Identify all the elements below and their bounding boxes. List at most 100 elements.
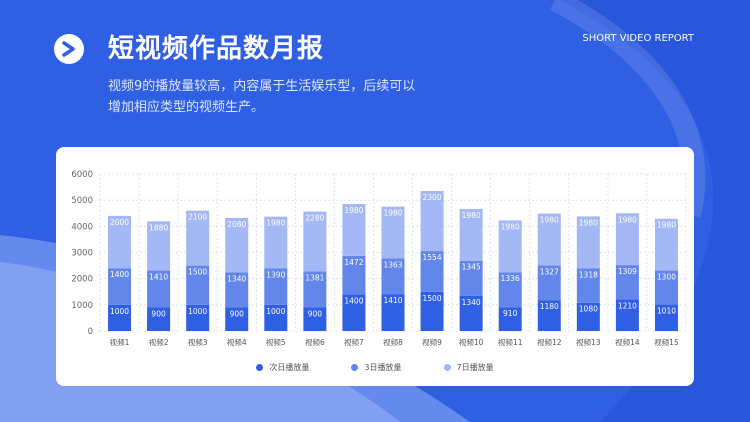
- data-label: 2100: [188, 213, 207, 222]
- bar-segment: [186, 304, 210, 331]
- data-label: 1410: [149, 273, 168, 282]
- bar-segment: [576, 302, 600, 331]
- x-tick-label: 视频7: [344, 337, 364, 347]
- bar-segment: [420, 251, 444, 292]
- data-label: 1500: [188, 268, 207, 277]
- x-tick-label: 视频4: [227, 337, 247, 347]
- data-label: 1000: [110, 307, 129, 316]
- report-subtitle: SHORT VIDEO REPORT: [582, 33, 694, 44]
- data-label: 1340: [462, 298, 481, 307]
- y-tick-label: 3000: [71, 249, 93, 259]
- legend-label: 7日播放量: [456, 362, 494, 372]
- bar-segment: [108, 215, 132, 269]
- bar-segment: [420, 291, 444, 331]
- legend-swatch: [443, 363, 451, 371]
- data-label: 1363: [383, 260, 402, 269]
- bar-segment: [303, 271, 327, 308]
- legend-swatch: [351, 363, 359, 371]
- data-label: 910: [503, 309, 518, 318]
- bar-segment: [654, 218, 678, 271]
- bar-segment: [108, 268, 132, 305]
- data-label: 1210: [618, 301, 637, 310]
- legend-item: 7日播放量: [443, 362, 494, 373]
- x-tick-label: 视频2: [149, 337, 169, 347]
- bar-segment: [537, 265, 561, 301]
- data-label: 900: [308, 309, 323, 318]
- bar-segment: [147, 307, 171, 331]
- data-label: 1554: [423, 253, 442, 262]
- bar-segment: [342, 255, 366, 295]
- bar-segment: [459, 260, 483, 296]
- x-tick-label: 视频15: [654, 337, 679, 347]
- x-tick-label: 视频12: [537, 337, 562, 347]
- page-title: 短视频作品数月报: [108, 34, 325, 64]
- data-label: 900: [151, 309, 166, 318]
- bar-segment: [615, 299, 639, 331]
- data-label: 1309: [618, 267, 637, 276]
- legend-item: 3日播放量: [351, 362, 402, 373]
- data-label: 1340: [227, 274, 246, 283]
- data-label: 1300: [657, 273, 676, 282]
- bar-segment: [498, 272, 522, 308]
- bar-segment: [108, 304, 132, 331]
- legend-label: 3日播放量: [364, 362, 402, 372]
- bar-segment: [420, 190, 444, 252]
- x-tick-label: 视频13: [576, 337, 601, 347]
- bar-segment: [576, 216, 600, 269]
- x-tick-label: 视频10: [459, 337, 484, 347]
- bar-segment: [264, 268, 288, 305]
- description-line-2: 增加相应类型的视频生产。: [108, 100, 265, 115]
- play-arrow-icon: [54, 34, 84, 64]
- data-label: 2080: [227, 220, 246, 229]
- y-tick-label: 1000: [71, 301, 93, 311]
- data-label: 1980: [501, 222, 520, 231]
- stacked-bar-chart: 0 1000 2000 3000 4000 5000 6000 1000 1400 2000 视频1…: [71, 170, 687, 347]
- y-tick-label: 2000: [71, 275, 93, 285]
- data-label: 1336: [501, 274, 520, 283]
- x-tick-label: 视频3: [188, 337, 208, 347]
- data-label: 1410: [383, 296, 402, 305]
- bar-segment: [303, 307, 327, 331]
- chart-card: 0 1000 2000 3000 4000 5000 6000 1000 1400 2000 视频1…: [56, 147, 694, 386]
- legend-item: 次日播放量: [256, 362, 309, 373]
- data-label: 1381: [305, 273, 324, 282]
- bar-segment: [537, 300, 561, 331]
- description: 视频9的播放量较高，内容属于生活娱乐型，后续可以 增加相应类型的视频生产。: [108, 76, 438, 118]
- bar-segment: [459, 295, 483, 331]
- y-tick-label: 6000: [71, 170, 93, 180]
- data-label: 1980: [579, 218, 598, 227]
- data-label: 1980: [266, 219, 285, 228]
- chart-legend: 次日播放量 3日播放量 7日播放量: [56, 359, 694, 375]
- data-label: 1980: [462, 211, 481, 220]
- bar-segment: [459, 208, 483, 261]
- x-tick-label: 视频8: [383, 337, 403, 347]
- data-label: 1980: [540, 216, 559, 225]
- data-label: 1327: [540, 267, 559, 276]
- bar-segment: [615, 265, 639, 300]
- data-label: 1390: [266, 270, 285, 279]
- bar-segment: [225, 272, 249, 308]
- data-label: 1180: [540, 302, 559, 311]
- bar-segment: [147, 270, 171, 308]
- data-label: 1500: [423, 294, 442, 303]
- bar-segment: [576, 268, 600, 303]
- x-tick-label: 视频6: [305, 337, 325, 347]
- data-label: 1980: [344, 206, 363, 215]
- bar-segment: [615, 213, 639, 266]
- bar-segment: [186, 265, 210, 305]
- bar-segment: [225, 307, 249, 331]
- data-label: 1318: [579, 270, 598, 279]
- bar-segment: [264, 216, 288, 269]
- data-label: 1400: [344, 296, 363, 305]
- bar-segment: [498, 220, 522, 273]
- bar-segment: [537, 213, 561, 266]
- y-tick-label: 0: [88, 327, 93, 337]
- bar-segment: [654, 304, 678, 331]
- data-label: 1980: [383, 209, 402, 218]
- bar-segment: [186, 210, 210, 266]
- bar-segment: [381, 206, 405, 259]
- bar-segment: [381, 294, 405, 331]
- y-tick-label: 5000: [71, 196, 93, 206]
- data-label: 1980: [618, 215, 637, 224]
- data-label: 1980: [657, 221, 676, 230]
